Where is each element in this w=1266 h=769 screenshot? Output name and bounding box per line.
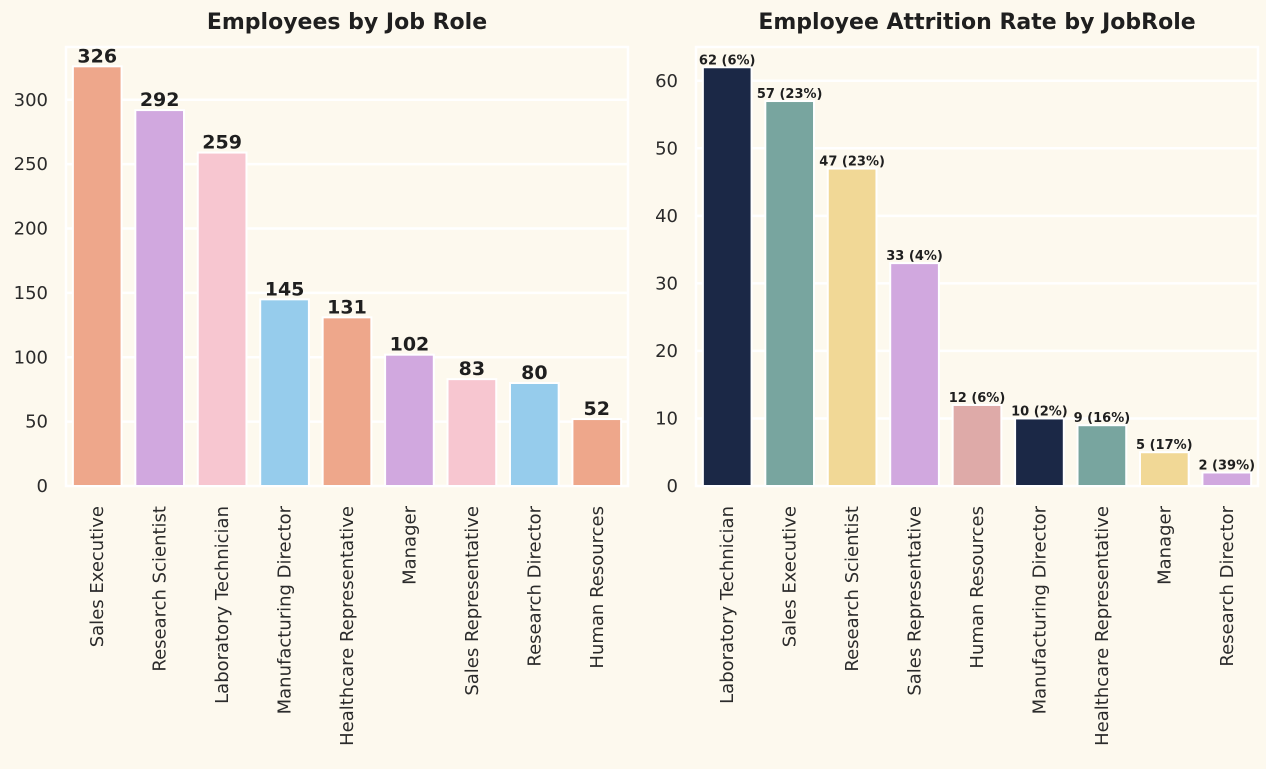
x-tick-label: Sales Executive (780, 506, 801, 647)
x-tick-label: Manufacturing Director (1029, 505, 1050, 714)
x-tick-label: Manager (399, 505, 420, 584)
x-tick-label: Healthcare Representative (1092, 506, 1113, 746)
x-tick-label: Human Resources (587, 506, 608, 669)
y-tick-label: 200 (14, 219, 48, 240)
x-tick-label: Manufacturing Director (275, 505, 296, 714)
bar (951, 403, 1003, 488)
y-tick-label: 30 (655, 273, 678, 294)
data-label: 52 (584, 398, 610, 420)
bar (571, 418, 623, 488)
bar (446, 378, 498, 488)
bar (764, 100, 816, 488)
x-tick-label: Research Scientist (150, 506, 171, 672)
employees-by-job-role-chart: Employees by Job Role 0 50 100 150 200 250 300… (14, 10, 630, 746)
y-tick-label: 10 (655, 408, 678, 429)
data-label: 80 (521, 362, 547, 384)
y-tick-label: 60 (655, 71, 678, 92)
attrition-by-job-role-chart: Employee Attrition Rate by JobRole 0 10 20… (655, 10, 1260, 746)
data-label: 102 (390, 334, 430, 356)
y-tick-label: 40 (655, 206, 678, 227)
y-tick-label: 100 (14, 347, 48, 368)
x-tick-label: Sales Representative (905, 506, 926, 696)
bar (321, 316, 373, 487)
bar (1201, 471, 1253, 488)
y-tick-label: 0 (667, 476, 678, 497)
data-label: 292 (140, 89, 180, 111)
data-label: 131 (327, 296, 367, 318)
x-tick-label: Manager (1154, 505, 1175, 584)
bar (826, 167, 878, 487)
bar (889, 262, 940, 487)
data-label: 47 (23%) (819, 155, 885, 170)
x-tick-label: Laboratory Technician (717, 506, 738, 704)
x-tick-label: Research Director (1217, 505, 1238, 666)
data-label: 12 (6%) (949, 391, 1006, 406)
bar (1076, 424, 1128, 488)
data-label: 10 (2%) (1011, 404, 1068, 419)
data-label: 2 (39%) (1198, 458, 1255, 473)
x-tick-label: Laboratory Technician (212, 506, 233, 704)
x-tick-label: Sales Representative (462, 506, 483, 696)
chart-title: Employees by Job Role (207, 10, 487, 35)
x-tick-label: Research Director (524, 505, 545, 666)
data-label: 326 (77, 45, 117, 67)
y-tick-label: 250 (14, 154, 48, 175)
data-label: 83 (459, 358, 485, 380)
y-tick-label: 50 (655, 138, 678, 159)
y-tick-label: 150 (14, 283, 48, 304)
bar (1014, 417, 1065, 488)
bar (1138, 451, 1190, 488)
x-tick-label: Human Resources (967, 506, 988, 669)
bar (71, 65, 123, 487)
data-label: 57 (23%) (757, 87, 823, 102)
bar (259, 298, 310, 488)
bar (384, 353, 435, 487)
x-tick-label: Healthcare Representative (337, 506, 358, 746)
data-label: 62 (6%) (699, 53, 756, 68)
data-label: 259 (202, 132, 242, 154)
bar (196, 151, 248, 487)
y-tick-label: 50 (25, 412, 48, 433)
bar (134, 109, 186, 487)
y-tick-label: 300 (14, 90, 48, 111)
data-label: 145 (265, 278, 305, 300)
y-tick-label: 0 (37, 476, 48, 497)
bar (508, 382, 560, 487)
data-label: 9 (16%) (1074, 411, 1131, 426)
chart-title: Employee Attrition Rate by JobRole (758, 10, 1195, 35)
x-tick-label: Sales Executive (87, 506, 108, 647)
data-label: 5 (17%) (1136, 438, 1193, 453)
data-label: 33 (4%) (886, 249, 943, 264)
x-tick-label: Research Scientist (842, 506, 863, 672)
bar (701, 66, 753, 487)
y-tick-label: 20 (655, 341, 678, 362)
